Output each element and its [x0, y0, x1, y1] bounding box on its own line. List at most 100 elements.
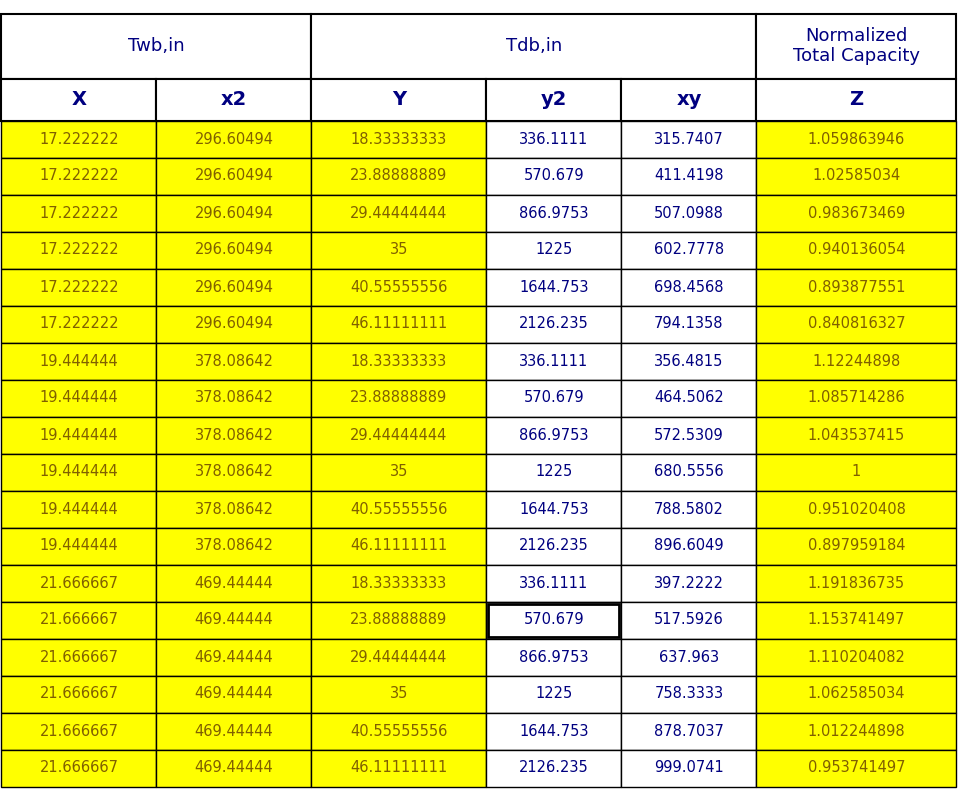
Text: 17.222222: 17.222222 — [39, 279, 119, 294]
Text: 18.33333333: 18.33333333 — [351, 131, 447, 146]
Bar — [156, 565, 311, 602]
Text: 35: 35 — [390, 242, 408, 258]
Bar — [757, 14, 956, 78]
Text: 1.12244898: 1.12244898 — [812, 354, 901, 369]
Bar — [757, 490, 956, 527]
Bar — [2, 454, 156, 490]
Text: 0.951020408: 0.951020408 — [808, 502, 905, 517]
Text: 21.666667: 21.666667 — [39, 723, 119, 738]
Text: 378.08642: 378.08642 — [194, 502, 273, 517]
Bar — [311, 231, 487, 269]
Bar — [156, 417, 311, 454]
Bar — [622, 417, 757, 454]
Text: 758.3333: 758.3333 — [654, 686, 723, 702]
Bar — [622, 527, 757, 565]
Text: xy: xy — [676, 90, 701, 109]
Text: 2126.235: 2126.235 — [519, 761, 589, 775]
Bar — [622, 121, 757, 158]
Text: 1.062585034: 1.062585034 — [808, 686, 905, 702]
Bar — [2, 602, 156, 638]
Text: 29.44444444: 29.44444444 — [351, 427, 447, 442]
Bar — [487, 78, 622, 121]
Text: 40.55555556: 40.55555556 — [351, 502, 447, 517]
Text: 1.110204082: 1.110204082 — [808, 650, 905, 665]
Text: 1644.753: 1644.753 — [519, 279, 589, 294]
Text: 794.1358: 794.1358 — [654, 317, 723, 331]
Bar — [311, 306, 487, 342]
Text: 336.1111: 336.1111 — [519, 354, 588, 369]
Bar — [757, 454, 956, 490]
Text: 1644.753: 1644.753 — [519, 723, 589, 738]
Text: x2: x2 — [221, 90, 247, 109]
Bar — [311, 490, 487, 527]
Text: 17.222222: 17.222222 — [39, 317, 119, 331]
Bar — [487, 602, 622, 638]
Text: 0.940136054: 0.940136054 — [808, 242, 905, 258]
Text: 1.191836735: 1.191836735 — [808, 575, 905, 590]
Text: 18.33333333: 18.33333333 — [351, 575, 447, 590]
Text: 296.60494: 296.60494 — [194, 206, 273, 221]
Text: 19.444444: 19.444444 — [39, 354, 119, 369]
Text: 21.666667: 21.666667 — [39, 650, 119, 665]
Bar — [2, 565, 156, 602]
Bar — [622, 713, 757, 750]
Bar — [156, 158, 311, 194]
Text: 570.679: 570.679 — [524, 613, 584, 627]
Text: 17.222222: 17.222222 — [39, 169, 119, 183]
Bar — [757, 417, 956, 454]
Bar — [487, 713, 622, 750]
Text: Y: Y — [392, 90, 406, 109]
Text: 46.11111111: 46.11111111 — [351, 317, 447, 331]
Text: 464.5062: 464.5062 — [654, 390, 724, 406]
Bar — [622, 602, 757, 638]
Bar — [757, 121, 956, 158]
Bar — [311, 750, 487, 786]
Bar — [311, 454, 487, 490]
Text: 866.9753: 866.9753 — [519, 650, 589, 665]
Bar — [487, 527, 622, 565]
Bar — [487, 306, 622, 342]
Bar — [757, 231, 956, 269]
Bar — [622, 565, 757, 602]
Bar — [487, 269, 622, 306]
Text: 21.666667: 21.666667 — [39, 686, 119, 702]
Bar — [622, 231, 757, 269]
Bar — [2, 713, 156, 750]
Text: 46.11111111: 46.11111111 — [351, 538, 447, 554]
Text: 1: 1 — [852, 465, 861, 479]
Bar — [622, 269, 757, 306]
Text: 378.08642: 378.08642 — [194, 465, 273, 479]
Bar — [156, 527, 311, 565]
Text: X: X — [72, 90, 86, 109]
Bar — [487, 194, 622, 231]
Bar — [156, 750, 311, 786]
Text: 0.840816327: 0.840816327 — [808, 317, 905, 331]
Text: 18.33333333: 18.33333333 — [351, 354, 447, 369]
Text: 637.963: 637.963 — [659, 650, 719, 665]
Bar — [156, 269, 311, 306]
Text: 296.60494: 296.60494 — [194, 242, 273, 258]
Text: 315.7407: 315.7407 — [654, 131, 724, 146]
Bar — [156, 231, 311, 269]
Text: Tdb,in: Tdb,in — [506, 37, 562, 55]
Bar — [311, 713, 487, 750]
Bar — [622, 342, 757, 379]
Text: 336.1111: 336.1111 — [519, 131, 588, 146]
Bar — [2, 490, 156, 527]
Bar — [622, 675, 757, 713]
Bar — [311, 78, 487, 121]
Bar — [156, 78, 311, 121]
Text: y2: y2 — [541, 90, 567, 109]
Text: 35: 35 — [390, 465, 408, 479]
Text: 1225: 1225 — [536, 686, 573, 702]
Text: 19.444444: 19.444444 — [39, 390, 119, 406]
Text: 1.02585034: 1.02585034 — [812, 169, 901, 183]
Bar — [489, 603, 620, 637]
Text: 296.60494: 296.60494 — [194, 131, 273, 146]
Bar — [757, 675, 956, 713]
Text: 2126.235: 2126.235 — [519, 317, 589, 331]
Text: 46.11111111: 46.11111111 — [351, 761, 447, 775]
Bar — [311, 158, 487, 194]
Text: 866.9753: 866.9753 — [519, 206, 589, 221]
Text: 469.44444: 469.44444 — [194, 686, 273, 702]
